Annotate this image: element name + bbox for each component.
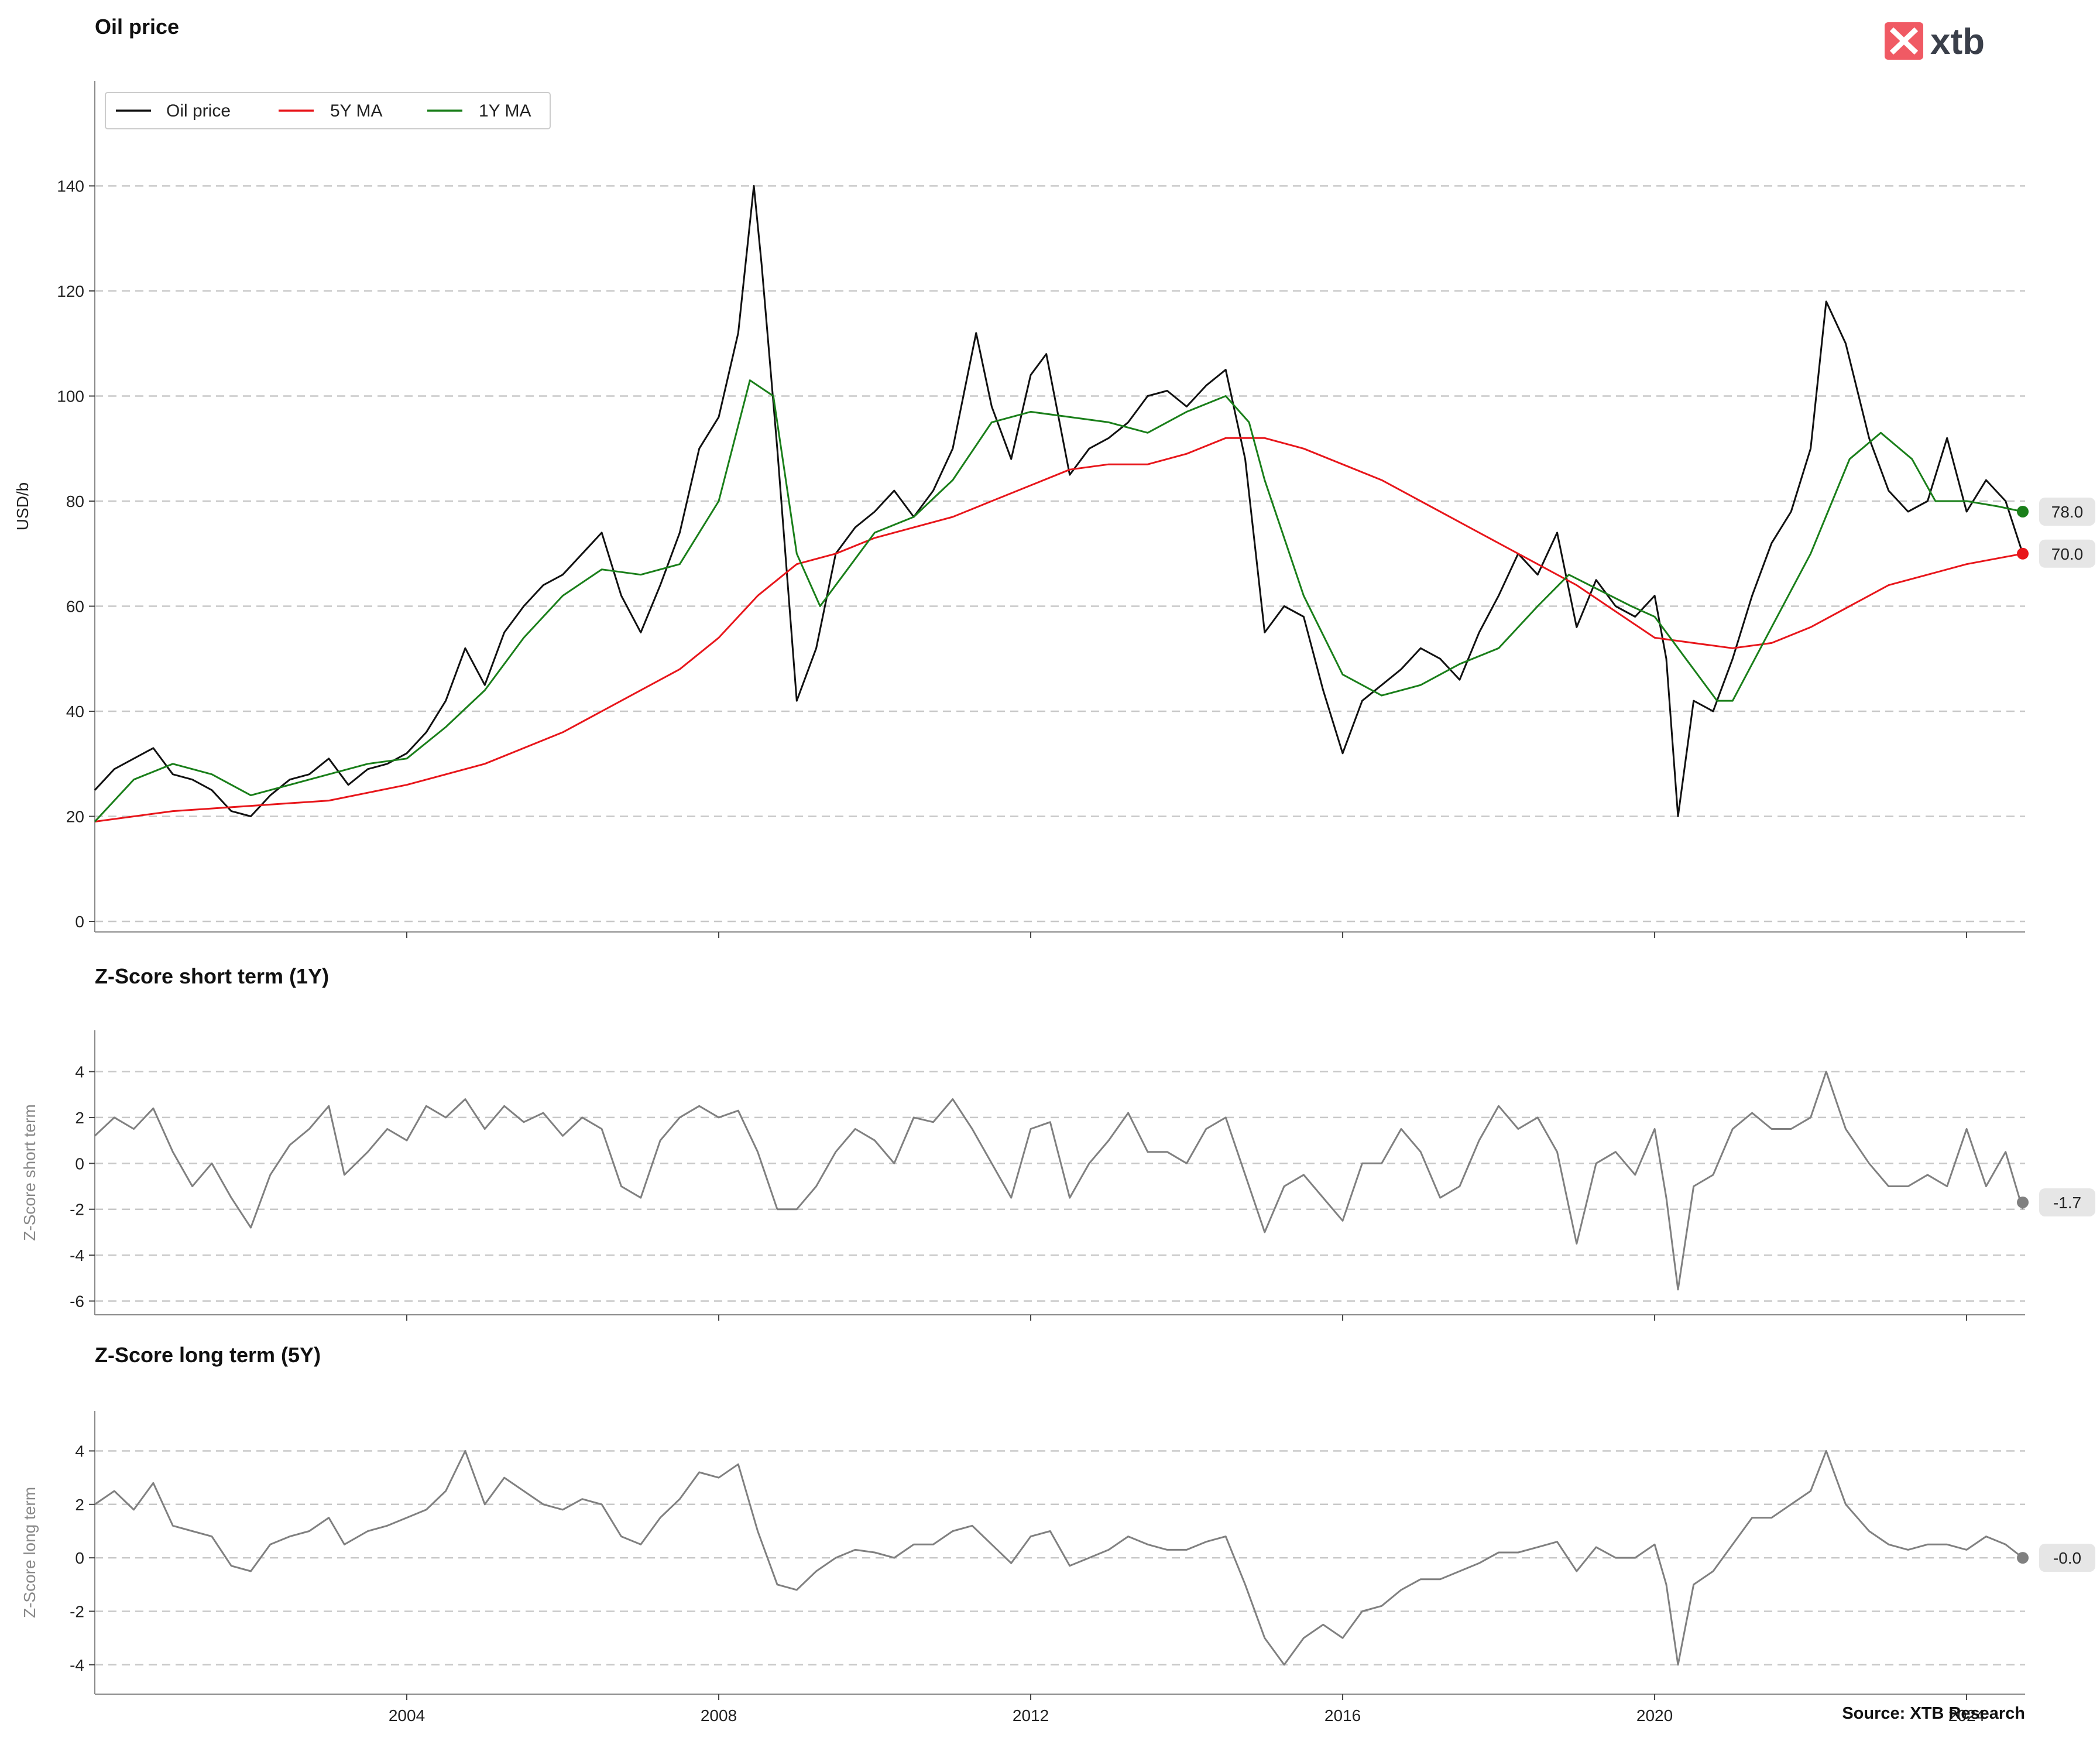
z-score-short-series	[94, 1071, 2024, 1291]
series-oil-price	[94, 185, 2024, 817]
y-tick-label: -4	[70, 1656, 84, 1674]
y-tick-label: 120	[57, 282, 84, 300]
y-tick-label: 140	[57, 177, 84, 196]
z-score-long-end-labels: -0.0	[2017, 1544, 2095, 1572]
xtb-logo-cross-icon	[1889, 27, 1919, 55]
z-score-long-y-label: Z-Score long term	[20, 1487, 39, 1618]
series-1y-ma	[94, 379, 2023, 822]
z-score-long-grid	[94, 1411, 2025, 1695]
oil-price-end-labels: 78.0 70.0	[2017, 497, 2095, 568]
end-value-badge	[2039, 1544, 2095, 1572]
y-tick-label: 4	[75, 1063, 84, 1081]
oil-price-x-axis	[406, 932, 1968, 938]
xtb-logo: xtb	[1885, 22, 1985, 62]
x-tick-label: 2004	[389, 1706, 425, 1725]
oil-price-title: Oil price	[95, 15, 179, 39]
legend: Oil price 5Y MA 1Y MA	[105, 92, 551, 129]
y-tick-label: 2	[75, 1496, 84, 1514]
z-score-long-panel: Z-Score long term (5Y) -4-2024 2004 2008 2…	[20, 1343, 2095, 1725]
end-point-marker	[2017, 547, 2029, 560]
oil-price-series	[94, 185, 2024, 822]
z-score-short-grid	[94, 1030, 2025, 1315]
xtb-logo-text: xtb	[1930, 22, 1985, 62]
y-tick-label: -2	[70, 1201, 84, 1219]
z-score-short-x-axis	[406, 1315, 1968, 1321]
series-2-0	[94, 1450, 2023, 1666]
x-tick-label: 2016	[1324, 1706, 1361, 1725]
oil-price-grid	[94, 81, 2025, 933]
end-point-marker	[2017, 505, 2029, 517]
end-value-badge	[2039, 1188, 2095, 1216]
source-note: Source: XTB Research	[1842, 1704, 2025, 1723]
z-score-short-y-label: Z-Score short term	[20, 1104, 39, 1240]
end-value-label: 70.0	[2051, 545, 2084, 563]
x-tick-label: 2012	[1013, 1706, 1049, 1725]
z-score-short-title: Z-Score short term (1Y)	[95, 964, 329, 988]
z-score-long-x-axis: 2004 2008 2012 2016 2020 2024	[389, 1694, 1985, 1725]
end-value-label: -0.0	[2053, 1549, 2081, 1567]
y-tick-label: 20	[66, 808, 84, 826]
z-score-short-end-labels: -1.7	[2017, 1188, 2095, 1216]
y-tick-label: 100	[57, 388, 84, 406]
y-tick-label: 2	[75, 1109, 84, 1127]
legend-label-1y-ma: 1Y MA	[479, 101, 531, 121]
oil-price-y-axis: 0 20 40 60 80 100 120 140	[57, 177, 95, 931]
end-value-label: 78.0	[2051, 503, 2084, 521]
series-5y-ma	[94, 437, 2023, 822]
x-tick-label: 2024	[1948, 1706, 1985, 1725]
legend-label-5y-ma: 5Y MA	[330, 101, 383, 121]
y-tick-label: -6	[70, 1292, 84, 1310]
y-tick-label: 60	[66, 598, 84, 616]
z-score-short-panel: Z-Score short term (1Y) -6 -4 -2 0 2 4 Z-Scor…	[20, 964, 2095, 1321]
y-tick-label: -4	[70, 1246, 84, 1264]
end-value-badge	[2039, 497, 2095, 526]
z-score-long-y-axis: -4 -2 0 2 4	[70, 1442, 95, 1674]
y-tick-label: 4	[75, 1442, 84, 1460]
end-point-marker	[2017, 1196, 2029, 1208]
z-score-long-series	[94, 1450, 2023, 1666]
end-point-marker	[2017, 1552, 2029, 1564]
legend-box	[105, 92, 551, 129]
oil-price-y-label: USD/b	[13, 482, 32, 530]
y-tick-label: 80	[66, 492, 84, 510]
legend-label-oil-price: Oil price	[166, 101, 231, 121]
y-tick-label: 0	[75, 913, 84, 931]
y-tick-label: 0	[75, 1154, 84, 1173]
end-value-label: -1.7	[2053, 1194, 2081, 1212]
y-tick-label: -2	[70, 1602, 84, 1620]
z-score-long-title: Z-Score long term (5Y)	[95, 1343, 321, 1367]
y-tick-label: 0	[75, 1549, 84, 1567]
x-tick-label: 2008	[701, 1706, 737, 1725]
series-1-0	[94, 1071, 2024, 1291]
z-score-short-y-axis: -6 -4 -2 0 2 4	[70, 1063, 95, 1310]
x-tick-label: 2020	[1636, 1706, 1673, 1725]
end-value-badge	[2039, 539, 2095, 568]
y-tick-label: 40	[66, 702, 84, 721]
